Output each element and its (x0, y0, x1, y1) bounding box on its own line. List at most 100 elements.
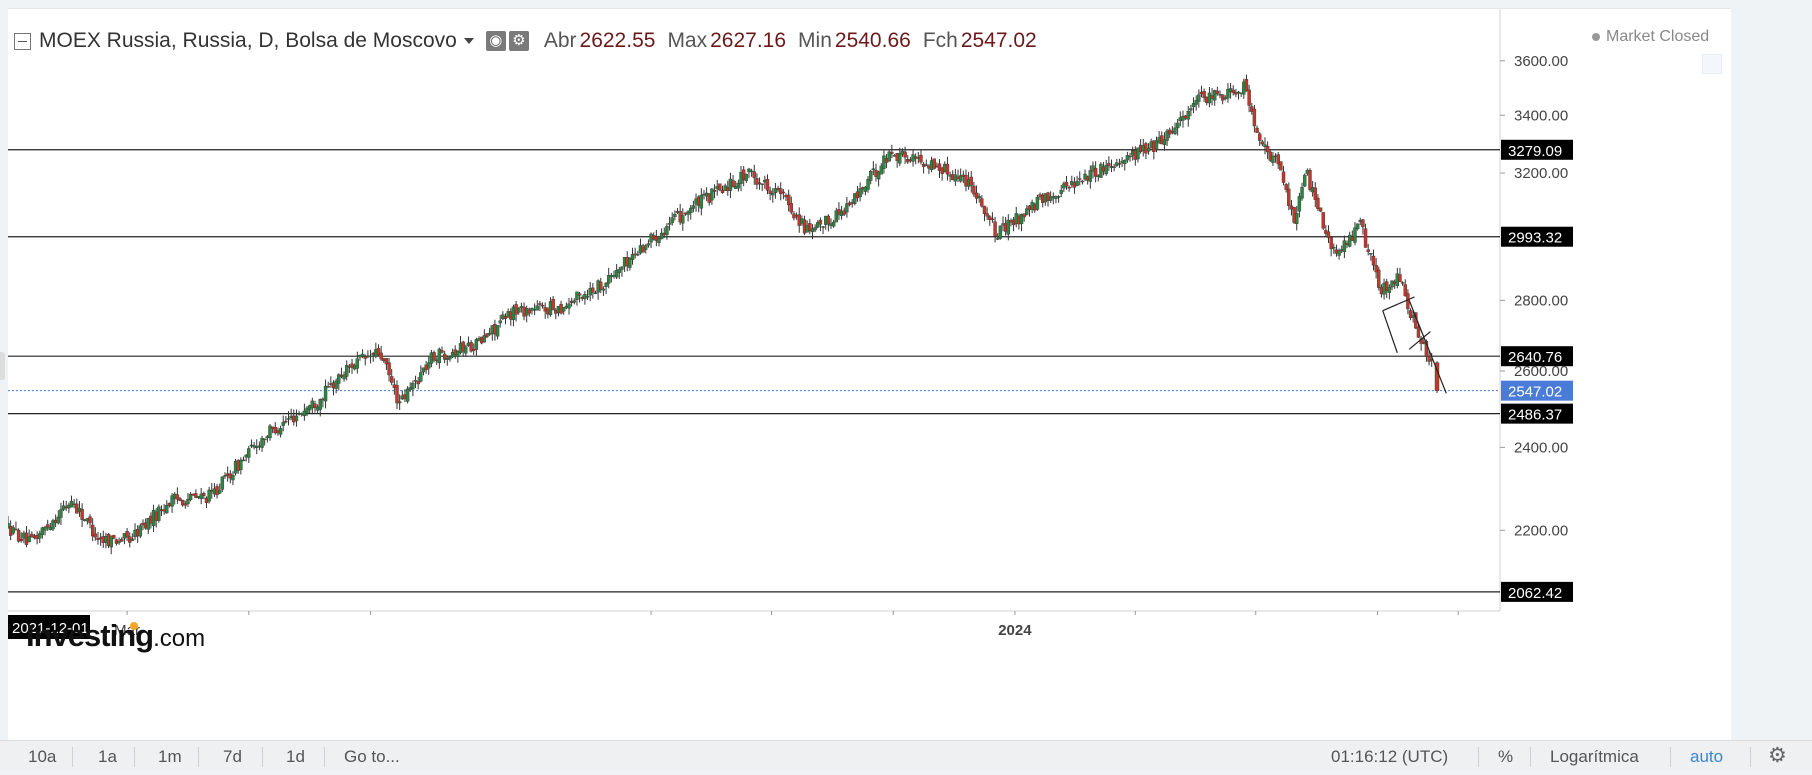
candle-body (903, 151, 907, 158)
candle-body (1263, 144, 1267, 147)
candle-body (736, 182, 741, 189)
candle-body (413, 380, 418, 382)
candle-body (630, 254, 635, 260)
candle-body (945, 163, 950, 175)
candle-body (816, 222, 820, 228)
candle-body (405, 388, 410, 402)
settings-gear-icon[interactable]: ⚙ (1768, 744, 1787, 767)
chart-corner-button[interactable] (1702, 54, 1722, 74)
range-10a-button[interactable]: 10a (28, 747, 57, 766)
candle-body (313, 403, 317, 409)
candle-body (1226, 88, 1230, 99)
candle-body (617, 269, 621, 273)
candle-body (218, 490, 222, 494)
chart-area[interactable]: 2200.00 2400.00 2600.00 2800.00 3200.00 3400.… (8, 8, 1731, 741)
candle-body (178, 498, 182, 502)
candle-body (996, 238, 1000, 240)
auto-scale-toggle[interactable]: auto (1690, 747, 1724, 766)
candle-body (273, 427, 277, 434)
candle-body (286, 418, 291, 420)
range-1m-button[interactable]: 1m (158, 747, 182, 766)
range-7d-button[interactable]: 7d (223, 747, 242, 766)
range-1d-button[interactable]: 1d (286, 747, 305, 766)
candle-body (614, 269, 619, 278)
candle-body (834, 210, 838, 223)
eye-icon[interactable]: ◉ (485, 31, 506, 51)
y-tick-label: 2200.00 (1514, 522, 1568, 539)
log-scale-toggle[interactable]: Logarítmica (1550, 747, 1639, 766)
candle-body (771, 193, 775, 196)
candle-body (1390, 280, 1394, 288)
status-dot-icon (1592, 32, 1600, 41)
candle-body (517, 308, 521, 313)
price-chart[interactable]: 2200.00 2400.00 2600.00 2800.00 3200.00 3400.… (8, 9, 1731, 741)
collapse-legend-button[interactable] (14, 32, 31, 50)
candle-body (1385, 281, 1389, 292)
percent-toggle[interactable]: % (1498, 747, 1514, 766)
chart-legend: MOEX Russia, Russia, D, Bolsa de Moscovo… (14, 26, 1037, 56)
candle-body (988, 216, 992, 220)
symbol-title[interactable]: MOEX Russia, Russia, D, Bolsa de Moscovo (39, 29, 457, 52)
candle-body (472, 349, 476, 351)
candle-body (871, 168, 876, 170)
close-value: 2547.02 (960, 29, 1037, 52)
candle-body (109, 535, 113, 548)
candle-body (186, 499, 190, 505)
candle-body (120, 539, 124, 542)
candle-body (1080, 180, 1085, 183)
left-panel-handle[interactable] (0, 352, 5, 380)
candle-body (1173, 127, 1177, 135)
candle-body (482, 335, 487, 343)
candle-body (395, 385, 399, 404)
candle-body (1313, 187, 1317, 200)
candle-body (1400, 282, 1405, 284)
candle-body (646, 243, 651, 246)
candle-body (1202, 91, 1206, 99)
candle-body (194, 493, 198, 498)
candle-body (1112, 166, 1116, 168)
candle-body (1067, 187, 1071, 189)
candle-body (990, 218, 995, 220)
candle-body (241, 459, 246, 462)
high-value: 2627.16 (710, 29, 787, 52)
level-label: 2486.37 (1508, 407, 1562, 424)
range-1a-button[interactable]: 1a (98, 747, 117, 766)
candle-body (786, 194, 791, 206)
candle-body (239, 459, 243, 471)
y-tick-label: 2800.00 (1514, 292, 1568, 309)
candle-body (387, 362, 391, 376)
candle-body (337, 374, 341, 384)
candle-body (180, 499, 185, 506)
candle-body (591, 287, 595, 293)
candle-body (1276, 154, 1280, 165)
candle-body (1234, 92, 1238, 95)
candle-body (326, 386, 330, 388)
candle-body (879, 165, 883, 175)
logo-dot-icon (130, 622, 138, 630)
candle-body (636, 253, 640, 256)
goto-button[interactable]: Go to... (344, 747, 400, 766)
candle-body (699, 194, 704, 209)
candle-body (474, 339, 479, 350)
candle-body (845, 203, 849, 213)
gear-icon[interactable]: ⚙ (508, 31, 529, 51)
candle-body (432, 352, 436, 361)
candle-body (755, 178, 759, 185)
candle-body (932, 158, 936, 169)
candle-body (1355, 223, 1360, 230)
candle-body (1347, 234, 1352, 247)
candle-body (575, 291, 579, 300)
caret-down-icon[interactable] (463, 38, 474, 44)
candle-body (974, 192, 979, 199)
candle-body (1128, 155, 1132, 158)
open-label: Abr (543, 29, 577, 52)
candle-body (1162, 139, 1167, 145)
candle-body (1316, 197, 1320, 209)
last-price-label: 2547.02 (1508, 384, 1562, 401)
candle-body (681, 215, 685, 224)
candle-body (1165, 130, 1169, 141)
candle-body (419, 372, 423, 382)
candle-body (469, 342, 473, 352)
candle-body (977, 196, 981, 198)
candle-body (96, 538, 100, 541)
